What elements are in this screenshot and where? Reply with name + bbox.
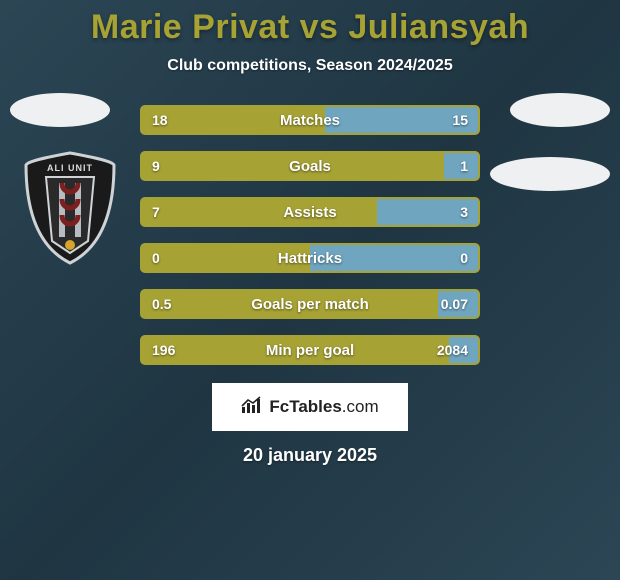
stat-row: 0Hattricks0 xyxy=(140,243,480,273)
svg-text:ALI UNIT: ALI UNIT xyxy=(47,163,93,173)
player1-avatar-placeholder xyxy=(10,93,110,127)
stat-label: Min per goal xyxy=(142,342,478,359)
brand-strong: FcTables xyxy=(269,397,341,416)
stat-value-p2: 0 xyxy=(460,250,468,266)
stat-row: 0.5Goals per match0.07 xyxy=(140,289,480,319)
shield-icon: ALI UNIT xyxy=(22,151,118,265)
stat-label: Matches xyxy=(142,112,478,129)
stat-value-p2: 1 xyxy=(460,158,468,174)
stat-row: 7Assists3 xyxy=(140,197,480,227)
stat-label: Goals per match xyxy=(142,296,478,313)
brand-text: FcTables.com xyxy=(269,397,378,417)
stat-label: Assists xyxy=(142,204,478,221)
stat-label: Hattricks xyxy=(142,250,478,267)
brand-badge[interactable]: FcTables.com xyxy=(212,383,408,431)
comparison-card: Marie Privat vs Juliansyah Club competit… xyxy=(0,0,620,466)
player2-avatar-placeholder xyxy=(510,93,610,127)
stat-value-p2: 0.07 xyxy=(441,296,468,312)
brand-suffix: .com xyxy=(342,397,379,416)
stat-row: 18Matches15 xyxy=(140,105,480,135)
stat-value-p2: 15 xyxy=(452,112,468,128)
club-crest: ALI UNIT xyxy=(22,151,118,265)
page-title: Marie Privat vs Juliansyah xyxy=(0,8,620,47)
subtitle: Club competitions, Season 2024/2025 xyxy=(0,57,620,75)
stat-value-p2: 2084 xyxy=(437,342,468,358)
stat-row: 9Goals1 xyxy=(140,151,480,181)
stat-bars: 18Matches15 9Goals1 7Assists3 0Hattricks0 0.… xyxy=(140,105,480,365)
stat-label: Goals xyxy=(142,158,478,175)
player2-secondary-placeholder xyxy=(490,157,610,191)
stat-value-p2: 3 xyxy=(460,204,468,220)
chart-area: ALI UNIT 18Matches15 9Goals1 7Assists3 0Hat… xyxy=(0,105,620,365)
date-label: 20 january 2025 xyxy=(0,445,620,466)
chart-icon xyxy=(241,396,263,419)
stat-row: 196Min per goal2084 xyxy=(140,335,480,365)
